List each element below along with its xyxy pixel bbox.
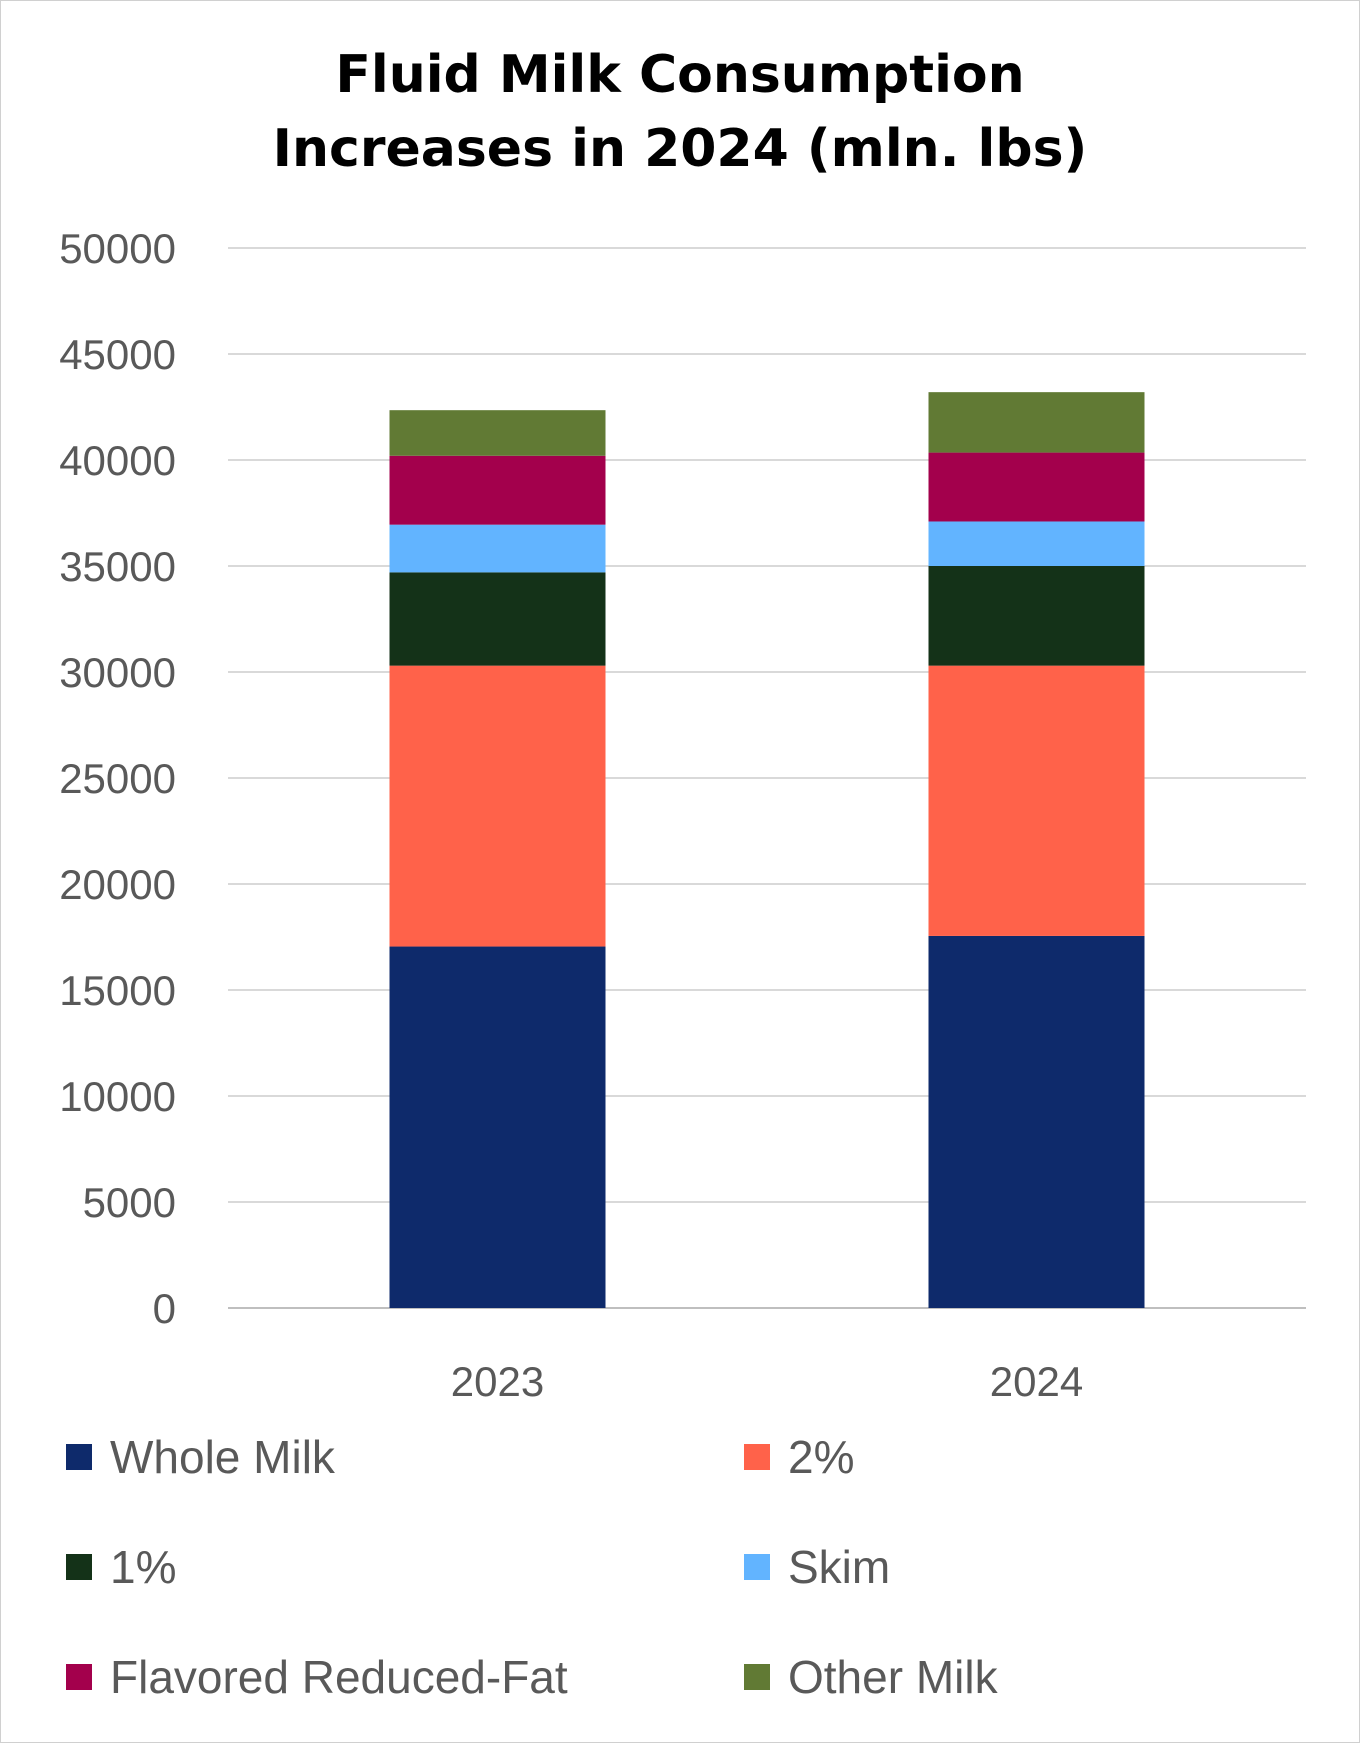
legend-swatch xyxy=(66,1554,92,1580)
legend-swatch xyxy=(744,1554,770,1580)
bar-segment xyxy=(389,524,606,573)
y-tick-label: 25000 xyxy=(59,755,176,802)
legend-label: Whole Milk xyxy=(110,1431,335,1483)
x-axis-ticks: 2023 2024 xyxy=(451,1358,1083,1405)
bar-segment xyxy=(389,665,606,947)
legend-label: Flavored Reduced-Fat xyxy=(110,1651,568,1703)
y-tick-label: 0 xyxy=(153,1285,176,1332)
y-tick-label: 50000 xyxy=(59,225,176,272)
x-tick-label: 2024 xyxy=(990,1358,1083,1405)
bar-segment xyxy=(389,572,606,666)
y-axis-ticks: 0 5000 10000 15000 20000 25000 30000 35000 40000… xyxy=(59,225,176,1332)
chart-title: Fluid Milk Consumption Increases in 2024… xyxy=(0,38,1360,186)
bar-segment xyxy=(928,521,1145,566)
y-tick-label: 35000 xyxy=(59,543,176,590)
legend-label: 2% xyxy=(788,1431,855,1483)
bar-segment xyxy=(389,455,606,525)
x-tick-label: 2023 xyxy=(451,1358,544,1405)
y-tick-label: 20000 xyxy=(59,861,176,908)
legend-item: Flavored Reduced-Fat xyxy=(66,1650,568,1704)
bar-segment xyxy=(928,452,1145,522)
legend-swatch xyxy=(744,1444,770,1470)
y-tick-label: 15000 xyxy=(59,967,176,1014)
bar-chart: 0 5000 10000 15000 20000 25000 30000 35000 40000… xyxy=(59,225,1306,1405)
bar-segment xyxy=(928,392,1145,453)
bars xyxy=(389,392,1145,1308)
legend-swatch xyxy=(744,1664,770,1690)
legend-label: Other Milk xyxy=(788,1651,998,1703)
bar-segment xyxy=(928,566,1145,666)
bar-segment xyxy=(389,410,606,456)
legend-item: Skim xyxy=(744,1540,890,1594)
chart-title-line-2: Increases in 2024 (mln. lbs) xyxy=(272,119,1088,179)
legend-item: 2% xyxy=(744,1430,854,1484)
legend-label: Skim xyxy=(788,1541,891,1593)
bar-segment xyxy=(389,946,606,1308)
y-tick-label: 5000 xyxy=(83,1179,176,1226)
bar-segment xyxy=(928,665,1145,936)
legend-item: Whole Milk xyxy=(66,1430,335,1484)
legend-swatch xyxy=(66,1444,92,1470)
legend-item: 1% xyxy=(66,1540,176,1594)
y-tick-label: 10000 xyxy=(59,1073,176,1120)
y-tick-label: 40000 xyxy=(59,437,176,484)
chart-title-line-1: Fluid Milk Consumption xyxy=(335,45,1025,105)
legend-swatch xyxy=(66,1664,92,1690)
y-tick-label: 45000 xyxy=(59,331,176,378)
bar-segment xyxy=(928,935,1145,1308)
legend-item: Other Milk xyxy=(744,1650,998,1704)
y-tick-label: 30000 xyxy=(59,649,176,696)
legend-label: 1% xyxy=(110,1541,177,1593)
